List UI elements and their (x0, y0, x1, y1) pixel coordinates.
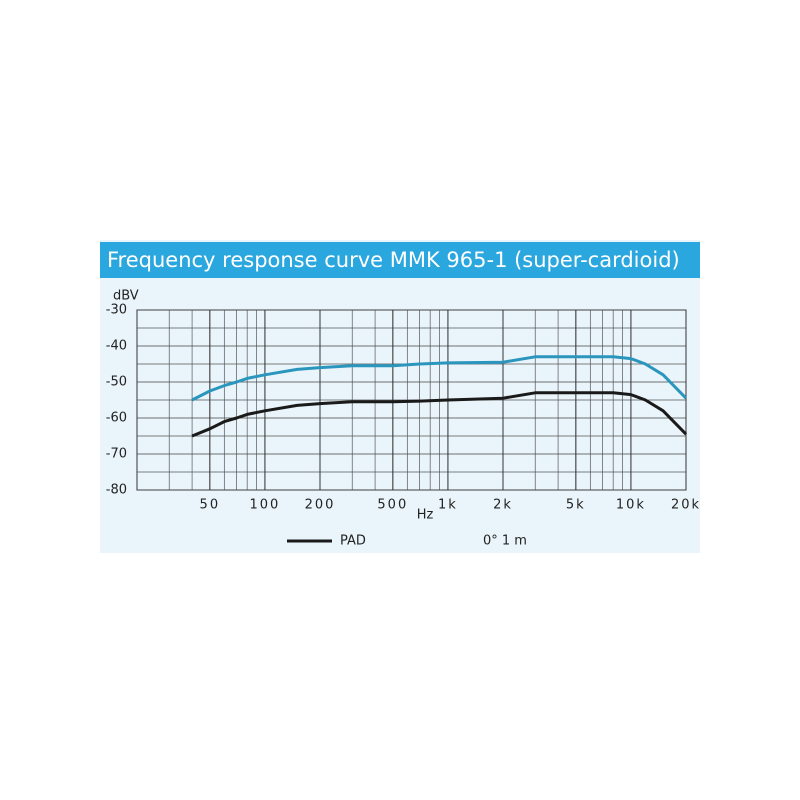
x-tick-label: 1k (438, 498, 458, 513)
chart-title: Frequency response curve MMK 965-1 (supe… (107, 248, 680, 272)
y-tick-label: -70 (106, 447, 127, 462)
series-line (191, 355, 688, 402)
series-line (191, 391, 688, 438)
title-bar (100, 242, 700, 278)
y-tick-label: -50 (106, 375, 127, 390)
x-axis-label: Hz (417, 508, 434, 523)
y-axis-label: dBV (113, 289, 139, 304)
y-tick-label: -30 (106, 303, 127, 318)
x-tick-label: 200 (305, 498, 336, 513)
x-tick-label: 20k (671, 498, 701, 513)
x-tick-label: 50 (200, 498, 221, 513)
x-tick-label: 2k (493, 498, 513, 513)
x-tick-label: 10k (616, 498, 646, 513)
y-tick-label: -40 (106, 339, 127, 354)
x-tick-label: 500 (377, 498, 408, 513)
x-tick-label: 5k (566, 498, 586, 513)
y-tick-label: -80 (106, 483, 127, 498)
annotation: 0° 1 m (483, 534, 527, 549)
x-tick-label: 100 (249, 498, 280, 513)
y-tick-label: -60 (106, 411, 127, 426)
legend-label: PAD (340, 534, 366, 549)
